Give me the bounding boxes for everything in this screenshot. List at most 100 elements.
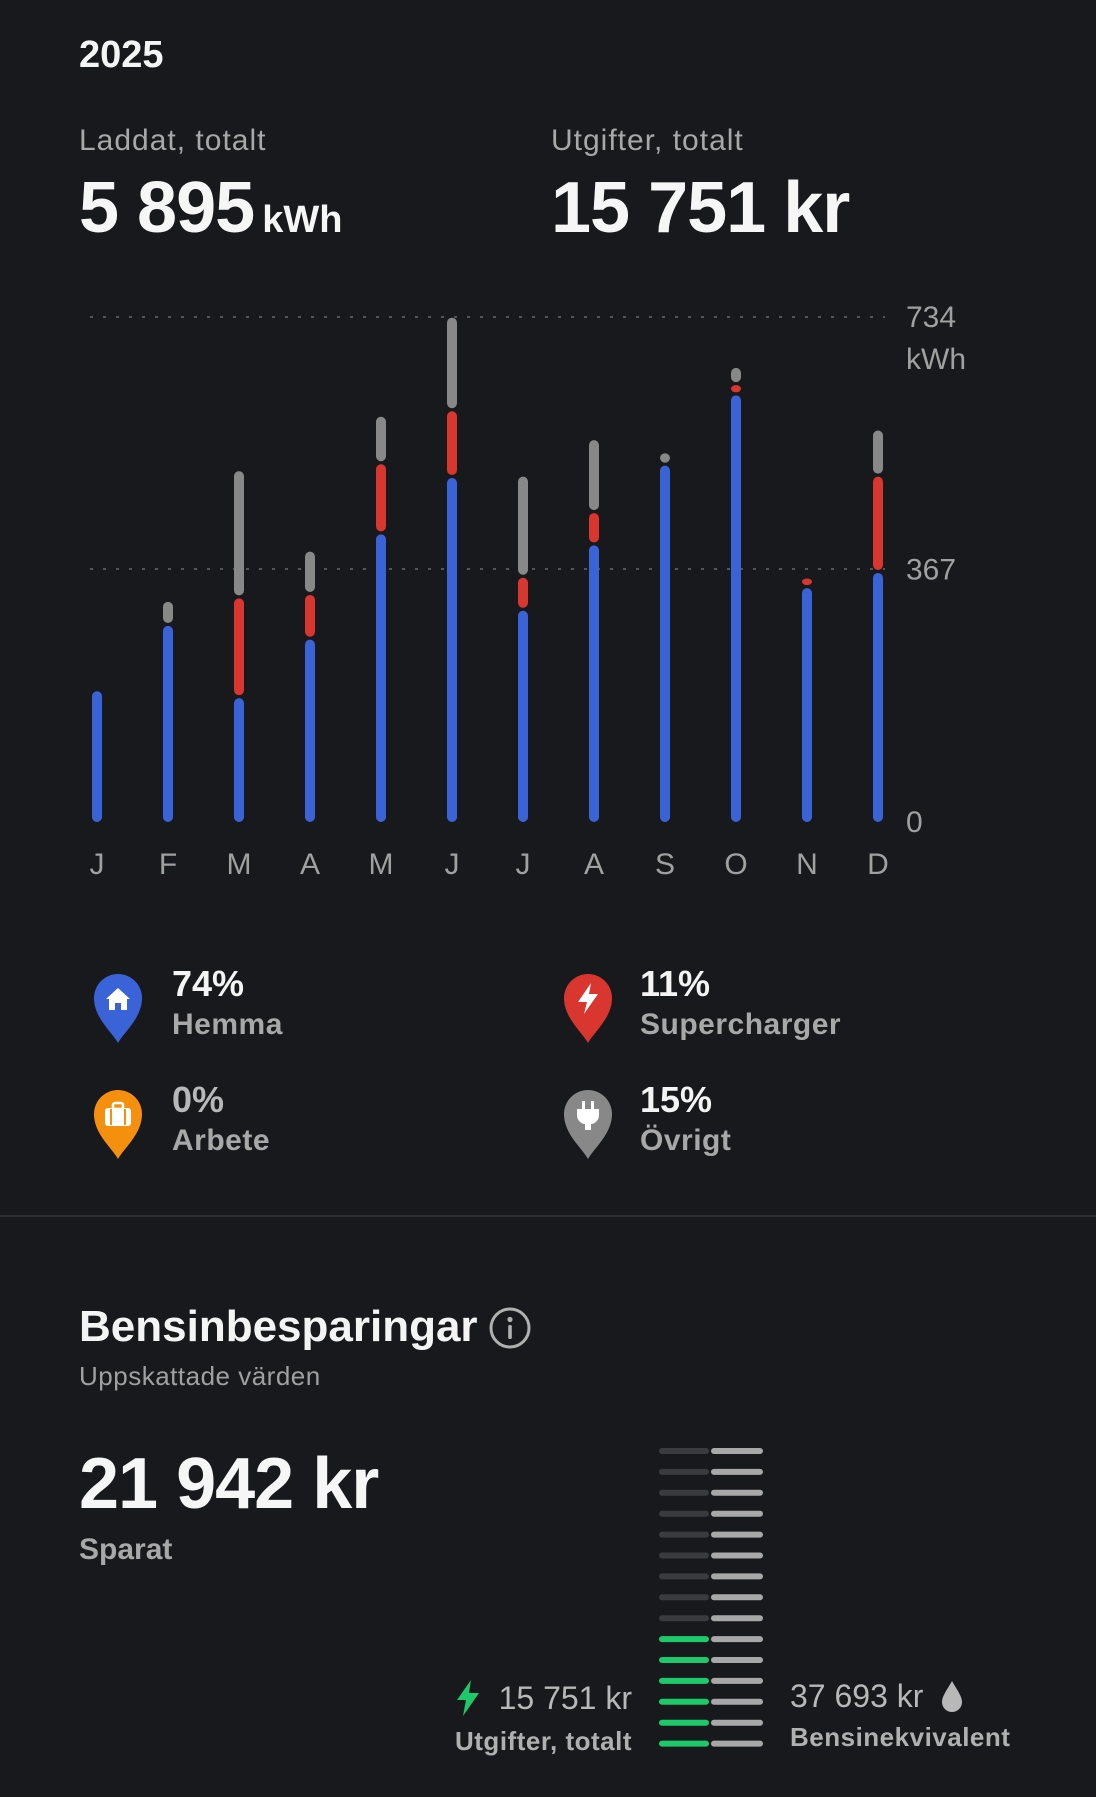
bar-supercharger-2[interactable] (234, 598, 244, 696)
legend-name: Övrigt (640, 1124, 732, 1157)
bolt-icon (564, 974, 612, 1043)
bar--vrigt-5[interactable] (447, 317, 457, 409)
monthly-charging-chart: J F M A M J J A S O N D 0 367 734 kWh (90, 301, 967, 881)
charged-total-value: 5 895 (79, 168, 255, 248)
gauge-electric-segment (659, 1698, 709, 1705)
gauge-empty-segment (659, 1552, 709, 1559)
bar-hemma-11[interactable] (873, 572, 883, 822)
electric-cost: 15 751 kr Utgifter, totalt (452, 1680, 632, 1754)
bar--vrigt-9[interactable] (731, 367, 741, 383)
bar-hemma-2[interactable] (234, 698, 244, 822)
cost-total-value-row: 15 751 kr (551, 172, 850, 244)
bar-supercharger-11[interactable] (873, 476, 883, 570)
saved-value: 21 942 kr (79, 1444, 379, 1524)
bar-hemma-4[interactable] (376, 534, 386, 822)
bar-hemma-0[interactable] (92, 691, 102, 822)
fuel-drop-icon (942, 1681, 963, 1712)
plug-icon (564, 1090, 612, 1159)
gauge-fuel-segment (711, 1636, 763, 1643)
bar-supercharger-6[interactable] (518, 577, 528, 608)
gauge-fuel-segment (711, 1740, 763, 1747)
legend-name: Hemma (172, 1008, 283, 1041)
bar-hemma-10[interactable] (802, 588, 812, 822)
y-unit-label: kWh (906, 343, 966, 376)
bar--vrigt-4[interactable] (376, 416, 386, 462)
x-tick-label: J (90, 848, 105, 881)
bar--vrigt-7[interactable] (589, 440, 599, 511)
fuel-equivalent-label: Bensinekvivalent (790, 1722, 1011, 1752)
gauge-fuel-segment (711, 1677, 763, 1684)
y-tick-label: 0 (906, 806, 923, 839)
gauge-electric-segment (659, 1719, 709, 1726)
bar--vrigt-8[interactable] (660, 453, 670, 463)
legend-pct: 11% (640, 963, 711, 1004)
gauge-fuel-segment (711, 1719, 763, 1726)
y-tick-label: 734 (906, 301, 956, 334)
cost-total-label: Utgifter, totalt (551, 124, 744, 157)
legend-pct: 15% (640, 1079, 713, 1120)
legend: 74% Hemma 11% Supercharger 0% Arbete (90, 960, 1080, 1180)
x-tick-label: S (655, 848, 675, 881)
bars-group (92, 317, 883, 822)
y-axis-labels: 0 367 734 kWh (906, 301, 966, 839)
gauge-fuel-segment (711, 1657, 763, 1663)
bar-hemma-3[interactable] (305, 639, 315, 822)
bar-hemma-8[interactable] (660, 465, 670, 822)
bar--vrigt-1[interactable] (163, 601, 173, 623)
fuel-equivalent: 37 693 kr Bensinekvivalent (790, 1680, 1090, 1750)
bar--vrigt-11[interactable] (873, 430, 883, 474)
gauge-empty-segment (659, 1573, 709, 1580)
gauge-fuel-segment (711, 1615, 763, 1622)
x-tick-label: O (724, 848, 747, 881)
cost-total: Utgifter, totalt 15 751 kr (551, 124, 850, 244)
bar-hemma-6[interactable] (518, 610, 528, 822)
briefcase-icon (94, 1090, 142, 1159)
bar-hemma-1[interactable] (163, 625, 173, 822)
x-tick-label: A (300, 848, 320, 881)
gauge-fuel-segment (711, 1552, 763, 1559)
bar-hemma-5[interactable] (447, 477, 457, 822)
x-tick-label: M (227, 848, 252, 881)
x-tick-label: F (159, 848, 177, 881)
gauge-fuel-segment (711, 1594, 763, 1601)
gauge-empty-segment (659, 1594, 709, 1601)
gauge-fuel-segment (711, 1448, 763, 1454)
bar-supercharger-10[interactable] (802, 578, 812, 586)
savings-title: Bensinbesparingar (79, 1302, 478, 1351)
gauge-empty-segment (659, 1448, 709, 1454)
bar--vrigt-3[interactable] (305, 551, 315, 592)
bar-hemma-9[interactable] (731, 395, 741, 822)
gauge-fuel-segment (711, 1698, 763, 1705)
home-icon (94, 974, 142, 1043)
gauge-fuel-segment (711, 1573, 763, 1580)
info-icon[interactable] (489, 1307, 531, 1349)
bar-supercharger-9[interactable] (731, 385, 741, 393)
charged-total-unit: kWh (262, 199, 343, 241)
gauge-electric-segment (659, 1740, 709, 1747)
gauge-empty-segment (659, 1615, 709, 1622)
x-tick-label: D (867, 848, 889, 881)
saved-label: Sparat (79, 1533, 173, 1566)
legend-name: Supercharger (640, 1008, 842, 1041)
bar-supercharger-4[interactable] (376, 464, 386, 532)
charged-total-label: Laddat, totalt (79, 124, 267, 157)
bar-supercharger-3[interactable] (305, 594, 315, 637)
bar-hemma-7[interactable] (589, 545, 599, 822)
bar--vrigt-6[interactable] (518, 476, 528, 575)
electric-cost-label: Utgifter, totalt (455, 1726, 632, 1756)
bar-supercharger-7[interactable] (589, 513, 599, 543)
charged-total-value-row: 5 895 kWh (79, 172, 342, 244)
year-title: 2025 (79, 34, 164, 76)
savings-subtitle: Uppskattade värden (79, 1361, 321, 1391)
savings-gauge (659, 1448, 763, 1747)
section-divider (0, 1215, 1096, 1217)
bar--vrigt-2[interactable] (234, 471, 244, 596)
x-tick-label: A (584, 848, 604, 881)
x-tick-label: N (796, 848, 818, 881)
gauge-empty-segment (659, 1489, 709, 1496)
gauge-empty-segment (659, 1531, 709, 1538)
legend-name: Arbete (172, 1124, 271, 1157)
bar-supercharger-5[interactable] (447, 411, 457, 475)
gauge-electric-segment (659, 1677, 709, 1684)
